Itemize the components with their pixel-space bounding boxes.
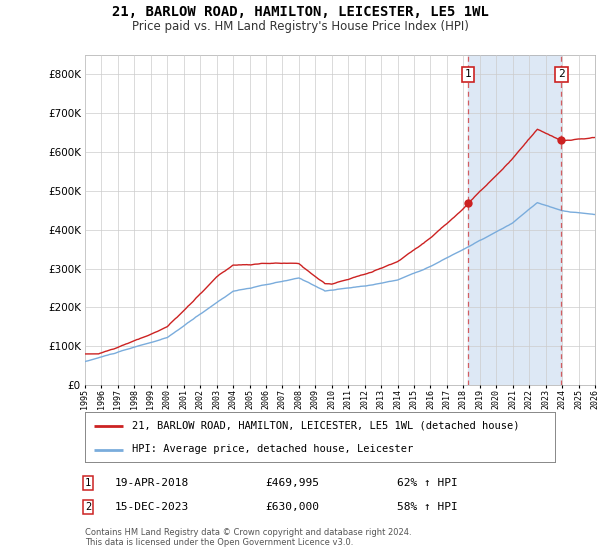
Text: 15-DEC-2023: 15-DEC-2023 xyxy=(115,502,189,512)
Text: 1: 1 xyxy=(465,69,472,80)
Text: 62% ↑ HPI: 62% ↑ HPI xyxy=(397,478,458,488)
Text: 21, BARLOW ROAD, HAMILTON, LEICESTER, LE5 1WL (detached house): 21, BARLOW ROAD, HAMILTON, LEICESTER, LE… xyxy=(132,421,520,431)
Text: HPI: Average price, detached house, Leicester: HPI: Average price, detached house, Leic… xyxy=(132,445,413,455)
Text: 58% ↑ HPI: 58% ↑ HPI xyxy=(397,502,458,512)
Text: 2: 2 xyxy=(85,502,91,512)
Text: 21, BARLOW ROAD, HAMILTON, LEICESTER, LE5 1WL: 21, BARLOW ROAD, HAMILTON, LEICESTER, LE… xyxy=(112,5,488,19)
Text: Contains HM Land Registry data © Crown copyright and database right 2024.
This d: Contains HM Land Registry data © Crown c… xyxy=(85,528,412,548)
Text: 19-APR-2018: 19-APR-2018 xyxy=(115,478,189,488)
Bar xyxy=(468,55,562,385)
Text: £630,000: £630,000 xyxy=(265,502,319,512)
Text: Price paid vs. HM Land Registry's House Price Index (HPI): Price paid vs. HM Land Registry's House … xyxy=(131,20,469,33)
Text: £469,995: £469,995 xyxy=(265,478,319,488)
Text: 1: 1 xyxy=(85,478,91,488)
Text: 2: 2 xyxy=(558,69,565,80)
